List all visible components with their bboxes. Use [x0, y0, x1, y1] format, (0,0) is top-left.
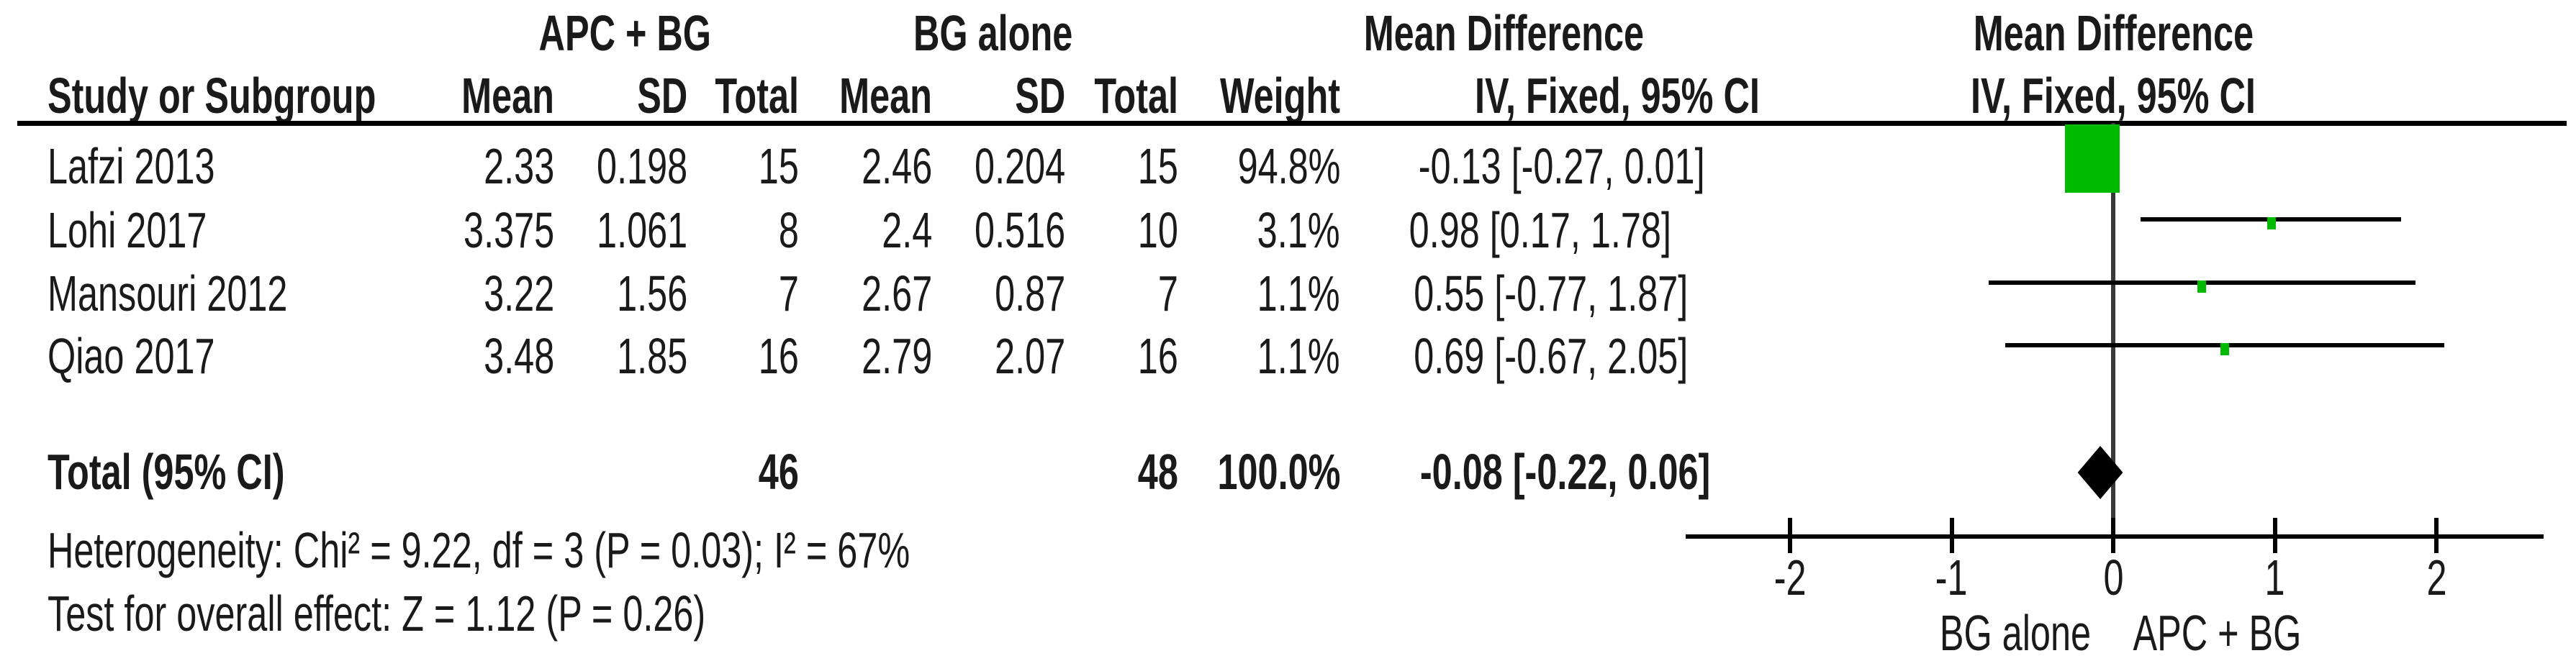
axis-tick [2111, 518, 2115, 553]
sd2-value: 2.07 [994, 328, 1065, 384]
col-study-header: Study or Subgroup [48, 68, 376, 124]
axis-tick [1949, 518, 1954, 553]
md-header-table: Mean Difference [1072, 5, 1935, 61]
col-mean2-header: Mean [839, 68, 932, 124]
mean1-value: 3.22 [483, 265, 554, 321]
study-name: Qiao 2017 [48, 328, 215, 384]
sd2-value: 0.87 [994, 265, 1065, 321]
col-total1-header: Total [715, 68, 799, 124]
col-total2-header: Total [1094, 68, 1178, 124]
mean1-value: 3.375 [463, 202, 554, 258]
sd1-value: 0.198 [596, 138, 687, 194]
axis-tick-label: 2 [2426, 549, 2447, 606]
header-rule [17, 121, 2567, 126]
total-label: Total (95% CI) [48, 444, 285, 500]
total1-value: 16 [758, 328, 799, 384]
study-marker [2267, 217, 2276, 229]
col-method-header-plot: IV, Fixed, 95% CI [1971, 68, 2256, 124]
md-header-plot-label: Mean Difference [1973, 5, 2254, 61]
mean2-value: 2.46 [861, 138, 932, 194]
ci-text: 0.69 [-0.67, 2.05] [1414, 328, 1689, 384]
group2-header-label: BG alone [913, 5, 1073, 61]
axis-tick-label: 0 [2102, 549, 2124, 606]
col-weight-header: Weight [1219, 68, 1340, 124]
weight-value: 3.1% [1257, 202, 1340, 258]
sd1-value: 1.85 [616, 328, 687, 384]
total2-value: 15 [1137, 138, 1178, 194]
total-ci-text: -0.08 [-0.22, 0.06] [1419, 444, 1711, 500]
study-marker [2220, 343, 2229, 355]
favours-left-label: BG alone [1939, 605, 2092, 661]
ci-text: 0.98 [0.17, 1.78] [1409, 202, 1671, 258]
sd2-value: 0.204 [974, 138, 1065, 194]
favours-right-label: APC + BG [2133, 605, 2301, 661]
study-name: Lafzi 2013 [48, 138, 215, 194]
sd1-value: 1.061 [596, 202, 687, 258]
group1-header-label: APC + BG [538, 5, 711, 61]
axis-tick-label: 1 [2264, 549, 2285, 606]
weight-value: 1.1% [1257, 265, 1340, 321]
col-sd2-header: SD [1014, 68, 1065, 124]
total2-value: 10 [1137, 202, 1178, 258]
total2-value: 16 [1137, 328, 1178, 384]
study-marker [2064, 124, 2120, 193]
sd2-value: 0.516 [974, 202, 1065, 258]
axis-tick-label: -2 [1773, 549, 1807, 606]
mean1-value: 2.33 [483, 138, 554, 194]
axis-tick [2434, 518, 2439, 553]
total1-value: 8 [778, 202, 799, 258]
study-name: Mansouri 2012 [48, 265, 288, 321]
col-sd1-header: SD [636, 68, 687, 124]
sd1-value: 1.56 [616, 265, 687, 321]
mean2-value: 2.67 [861, 265, 932, 321]
mean2-value: 2.79 [861, 328, 932, 384]
weight-value: 94.8% [1237, 138, 1340, 194]
total-weight: 100.0% [1217, 444, 1340, 500]
axis-tick [1788, 518, 1792, 553]
md-header-table-label: Mean Difference [1363, 5, 1644, 61]
total1-sum: 46 [758, 444, 799, 500]
weight-value: 1.1% [1257, 328, 1340, 384]
study-name: Lohi 2017 [48, 202, 207, 258]
col-method-header: IV, Fixed, 95% CI [1474, 68, 1760, 124]
overall-effect-text: Test for overall effect: Z = 1.12 (P = 0… [48, 585, 706, 642]
axis-tick [2272, 518, 2277, 553]
total2-value: 7 [1157, 265, 1178, 321]
total2-sum: 48 [1137, 444, 1178, 500]
axis-tick-label: -1 [1935, 549, 1968, 606]
zero-line [2111, 123, 2115, 537]
col-mean1-header: Mean [461, 68, 554, 124]
ci-text: 0.55 [-0.77, 1.87] [1414, 265, 1689, 321]
pooled-diamond [2077, 446, 2123, 499]
mean2-value: 2.4 [881, 202, 932, 258]
group2-header: BG alone [561, 5, 1425, 61]
total1-value: 7 [778, 265, 799, 321]
study-marker [2197, 280, 2207, 293]
heterogeneity-text: Heterogeneity: Chi² = 9.22, df = 3 (P = … [48, 522, 910, 578]
group1-header: APC + BG [193, 5, 1057, 61]
md-header-plot: Mean Difference [1681, 5, 2545, 61]
ci-text: -0.13 [-0.27, 0.01] [1418, 138, 1705, 194]
total1-value: 15 [758, 138, 799, 194]
mean1-value: 3.48 [483, 328, 554, 384]
